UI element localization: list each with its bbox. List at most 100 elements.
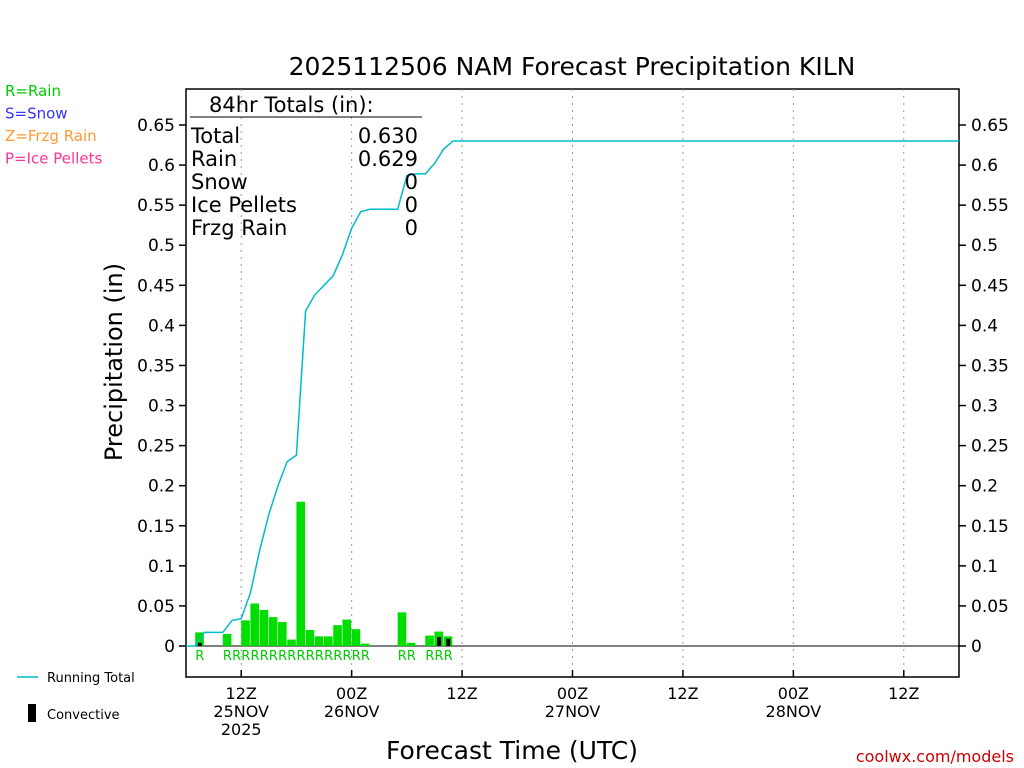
totals-row-value: 0.629 — [358, 147, 418, 171]
precip-bar — [360, 643, 370, 646]
y-tick-label-right: 0.1 — [971, 557, 998, 577]
precip-bar — [406, 642, 416, 646]
y-tick-label-right: 0.35 — [971, 356, 1009, 376]
ptype-label: R — [269, 649, 278, 664]
precip-bar — [305, 629, 315, 646]
y-tick-label-right: 0.5 — [971, 236, 998, 256]
y-tick-label-left: 0.25 — [137, 437, 175, 457]
precip-bar — [314, 636, 324, 646]
ptype-key-item: P=Ice Pellets — [5, 150, 102, 168]
totals-row-value: 0 — [405, 193, 418, 217]
x-tick-label: 26NOV — [324, 702, 380, 721]
y-tick-label-left: 0.55 — [137, 196, 175, 216]
ptype-key: R=Rain S=Snow Z=Frzg Rain P=Ice Pellets — [5, 82, 102, 168]
source-credit: coolwx.com/models — [856, 747, 1014, 766]
y-tick-label-left: 0.65 — [137, 116, 175, 136]
ptype-label: R — [361, 649, 370, 664]
ptype-label: R — [297, 649, 306, 664]
ptype-key-item: Z=Frzg Rain — [5, 127, 97, 145]
ptype-label: R — [398, 649, 407, 664]
ptype-label: R — [306, 649, 315, 664]
y-tick-label-right: 0.45 — [971, 276, 1009, 296]
y-tick-label-right: 0.55 — [971, 196, 1009, 216]
totals-row-value: 0.630 — [358, 124, 418, 148]
totals-row-label: Total — [190, 124, 240, 148]
ptype-key-item: S=Snow — [5, 105, 68, 123]
ptype-label: R — [195, 649, 204, 664]
x-tick-label: 27NOV — [545, 702, 601, 721]
ptype-label: R — [287, 649, 296, 664]
precip-bar — [351, 629, 361, 646]
y-tick-label-left: 0.1 — [148, 557, 175, 577]
ptype-label: R — [352, 649, 361, 664]
ptype-label: R — [435, 649, 444, 664]
precip-bar — [342, 619, 352, 646]
y-tick-label-left: 0.15 — [137, 517, 175, 537]
running-total — [186, 140, 959, 647]
x-tick-label: 12Z — [446, 684, 477, 703]
totals-row-label: Rain — [191, 147, 237, 171]
ptype-label: R — [343, 649, 352, 664]
precip-bar — [333, 625, 342, 646]
precip-bar — [287, 639, 296, 646]
precip-bar — [250, 603, 260, 646]
x-tick-label: 12Z — [226, 684, 257, 703]
ptype-label: R — [278, 649, 287, 664]
y-tick-label-left: 0.4 — [148, 316, 175, 336]
x-tick-label: 28NOV — [766, 702, 822, 721]
x-tick-label: 25NOV — [213, 702, 269, 721]
precip-bar — [425, 635, 434, 646]
precip-bar — [241, 620, 250, 646]
grid-lines — [240, 89, 905, 677]
legend-running-total-label: Running Total — [47, 671, 135, 686]
y-tick-label-right: 0.4 — [971, 316, 998, 336]
x-tick-label: 00Z — [336, 684, 367, 703]
ptype-label: R — [333, 649, 342, 664]
precip-bar — [296, 501, 306, 646]
y-tick-label-left: 0 — [164, 637, 175, 657]
ptype-label: R — [250, 649, 259, 664]
y-tick-label-right: 0.25 — [971, 437, 1009, 457]
x-axis-label: Forecast Time (UTC) — [386, 736, 638, 765]
x-tick-label: 00Z — [557, 684, 588, 703]
legend-convective-swatch — [28, 704, 36, 722]
ptype-label: R — [260, 649, 269, 664]
x-tick-label: 00Z — [778, 684, 809, 703]
y-tick-label-right: 0.6 — [971, 156, 998, 176]
ptype-label: R — [232, 649, 241, 664]
totals-row-label: Ice Pellets — [191, 193, 297, 217]
ptype-key-item: R=Rain — [5, 82, 61, 100]
y-tick-label-right: 0.2 — [971, 477, 998, 497]
precip-bar — [268, 617, 278, 646]
legend-convective-label: Convective — [47, 708, 120, 723]
totals-row-value: 0 — [405, 216, 418, 240]
y-tick-label-right: 0.15 — [971, 517, 1009, 537]
ptype-label: R — [315, 649, 324, 664]
x-tick-label: 12Z — [888, 684, 919, 703]
precip-bar — [222, 633, 232, 646]
y-tick-label-right: 0.3 — [971, 397, 998, 417]
convective-bar — [446, 638, 451, 646]
precip-bar — [278, 621, 287, 646]
y-tick-label-left: 0.05 — [137, 597, 175, 617]
totals-header: 84hr Totals (in): — [209, 93, 374, 117]
x-tick-label: 12Z — [667, 684, 698, 703]
legend: Running Total Convective — [17, 671, 135, 723]
y-tick-label-right: 0.05 — [971, 597, 1009, 617]
totals-row-value: 0 — [405, 170, 418, 194]
x-tick-label: 2025 — [221, 720, 262, 739]
y-axis: 0 00.05 0.050.1 0.10.15 0.150.2 0.20.25 0.250.… — [137, 116, 1009, 657]
precip-bar — [259, 609, 269, 646]
ptype-label: R — [425, 649, 434, 664]
ptype-label: R — [444, 649, 453, 664]
y-tick-label-right: 0 — [971, 637, 982, 657]
y-tick-label-left: 0.2 — [148, 477, 175, 497]
ptype-label: R — [324, 649, 333, 664]
chart-title: 2025112506 NAM Forecast Precipitation KI… — [289, 52, 856, 81]
precip-bar — [324, 636, 333, 646]
ptype-label: R — [241, 649, 250, 664]
convective-bar — [197, 642, 202, 646]
